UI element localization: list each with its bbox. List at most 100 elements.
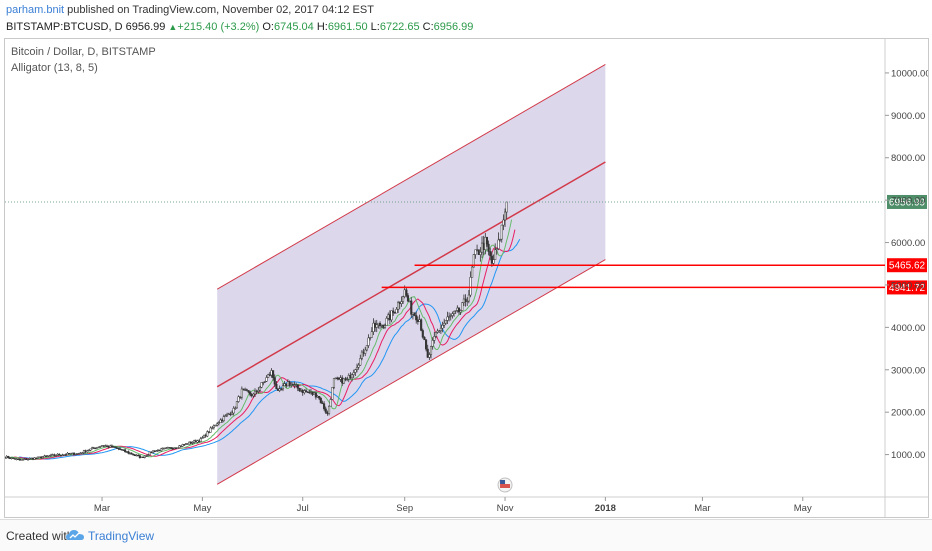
- candle: [428, 354, 431, 358]
- candle: [168, 447, 171, 449]
- candle: [273, 377, 276, 385]
- candle: [230, 412, 234, 415]
- candle: [117, 447, 120, 450]
- candle: [286, 381, 289, 387]
- candle: [237, 396, 240, 402]
- candle: [485, 237, 488, 245]
- channel-upper-line[interactable]: [216, 161, 606, 388]
- candle: [388, 314, 391, 321]
- y-tick-label: 1000.00: [891, 450, 925, 461]
- candle: [393, 312, 396, 314]
- candle: [378, 322, 382, 327]
- up-triangle-icon: ▲: [168, 22, 178, 32]
- candle: [63, 454, 66, 456]
- candle: [206, 431, 209, 437]
- candle: [179, 445, 183, 447]
- candle: [489, 251, 492, 257]
- footer: Created with TradingView: [0, 519, 932, 551]
- candle: [285, 383, 288, 387]
- candle: [441, 325, 444, 329]
- candle: [438, 330, 441, 332]
- candle: [377, 322, 380, 325]
- candle: [193, 440, 196, 443]
- candle: [188, 441, 191, 445]
- candle: [252, 393, 255, 397]
- candle: [397, 302, 400, 310]
- candle: [471, 266, 474, 278]
- candle: [257, 390, 260, 392]
- channel-mid-line[interactable]: [216, 64, 606, 290]
- low-label: L:: [370, 21, 380, 33]
- x-tick-label: Mar: [94, 503, 110, 514]
- candle: [369, 337, 372, 339]
- candle: [380, 324, 383, 327]
- candle: [33, 457, 36, 460]
- candle: [23, 458, 26, 460]
- tradingview-brand[interactable]: TradingView: [88, 529, 155, 543]
- author-link[interactable]: parham.bnit: [6, 4, 65, 16]
- y-tick-label: 3000.00: [891, 365, 925, 376]
- chart-frame[interactable]: 5465.62 4941.72 6956.99 1000.00 2000.00 3000.…: [4, 38, 929, 518]
- price-chart[interactable]: 5465.62 4941.72 6956.99 1000.00 2000.00 3000.…: [5, 39, 928, 517]
- candle: [81, 452, 84, 454]
- candle: [370, 331, 373, 338]
- symbol-label: BITSTAMP:BTCUSD, D: [6, 21, 123, 33]
- x-tick-label: May: [794, 503, 812, 514]
- candle: [147, 454, 150, 456]
- candle: [142, 456, 145, 458]
- candle: [18, 459, 21, 461]
- flag-stripe: [500, 484, 511, 488]
- candle: [265, 377, 268, 382]
- candle: [207, 431, 211, 433]
- channel-lower-line[interactable]: [216, 259, 606, 485]
- candle: [105, 445, 109, 447]
- candle: [173, 447, 176, 450]
- candle: [443, 322, 446, 326]
- candle: [99, 445, 102, 448]
- candle: [418, 319, 421, 322]
- candle: [270, 370, 273, 376]
- candle: [115, 447, 118, 449]
- candle: [43, 455, 46, 458]
- candle: [444, 320, 447, 324]
- candle: [490, 255, 493, 264]
- candle: [41, 456, 44, 459]
- candle: [183, 444, 186, 446]
- candle: [38, 456, 41, 458]
- candle: [429, 346, 433, 355]
- candle: [153, 450, 156, 452]
- candle: [359, 358, 362, 366]
- candle: [148, 451, 151, 456]
- candle: [255, 390, 258, 393]
- candle: [114, 446, 117, 448]
- candle: [351, 374, 354, 379]
- candle: [400, 301, 403, 304]
- candle: [436, 330, 439, 333]
- price-change: +215.40 (+3.2%): [177, 21, 260, 33]
- last-price-label: 6956.99: [889, 197, 926, 208]
- candle: [383, 325, 387, 328]
- y-tick-label: 10000.00: [891, 68, 928, 79]
- candle: [221, 419, 224, 422]
- candle: [156, 449, 160, 452]
- last-price-tag: [887, 194, 927, 209]
- candle: [54, 455, 58, 457]
- candle: [309, 391, 312, 394]
- y-tick-label: 9000.00: [891, 111, 925, 122]
- candle: [405, 289, 408, 296]
- candle: [161, 448, 164, 450]
- candle: [199, 438, 202, 442]
- candle: [476, 249, 479, 251]
- candle: [336, 377, 339, 380]
- candle: [344, 378, 347, 381]
- candle: [499, 238, 502, 241]
- x-tick-label: 2018: [595, 503, 616, 514]
- candle: [362, 351, 365, 354]
- candle: [392, 310, 395, 313]
- candle: [69, 453, 72, 455]
- candle: [342, 378, 345, 384]
- candle: [327, 405, 331, 414]
- candle: [408, 300, 411, 302]
- legend-indicator[interactable]: Alligator (13, 8, 5): [11, 62, 98, 74]
- candle: [454, 310, 457, 312]
